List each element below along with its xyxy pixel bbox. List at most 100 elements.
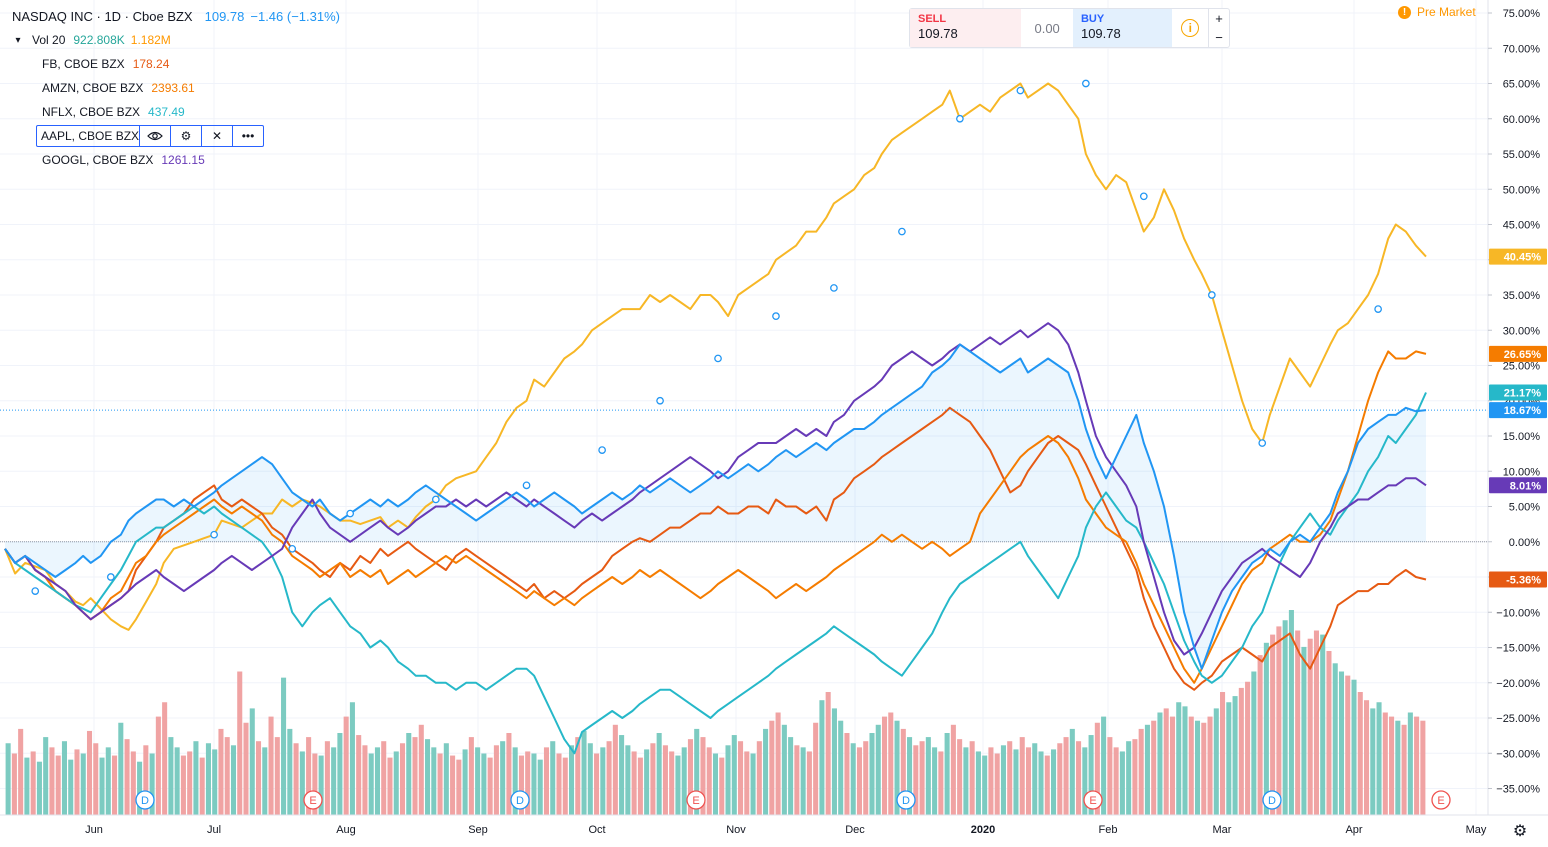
- volume-bar: [500, 741, 506, 815]
- dividend-marker[interactable]: [896, 790, 916, 810]
- volume-bar: [1119, 751, 1125, 815]
- dividend-dot: [956, 114, 964, 123]
- marker-label[interactable]: E: [309, 795, 316, 807]
- volume-bar: [437, 753, 443, 815]
- compare-row-amzn[interactable]: AMZN, CBOE BZX 2393.61: [12, 76, 340, 100]
- volume-bar: [1270, 634, 1276, 815]
- x-tick-label: Mar: [1213, 824, 1232, 836]
- nasdaq-area: [5, 344, 1426, 669]
- symbol-title[interactable]: NASDAQ INC · 1D · Cboe BZX: [12, 8, 193, 24]
- eye-icon[interactable]: [139, 126, 170, 146]
- volume-bar: [938, 751, 944, 815]
- volume-bar: [331, 747, 337, 815]
- gear-icon[interactable]: ⚙: [170, 126, 201, 146]
- volume-bar: [675, 755, 681, 815]
- marker-label[interactable]: E: [1437, 795, 1444, 807]
- gear-icon[interactable]: ⚙: [1512, 823, 1528, 840]
- plus-button[interactable]: +: [1215, 11, 1223, 26]
- compare-row-googl[interactable]: GOOGL, CBOE BZX 1261.15: [12, 148, 340, 172]
- dividend-marker[interactable]: [1262, 790, 1282, 810]
- volume-bar: [1395, 720, 1401, 815]
- compare-row-aapl[interactable]: AAPL, CBOE BZX ⚙ ✕ •••: [12, 124, 340, 148]
- legend: NASDAQ INC · 1D · Cboe BZX 109.78 −1.46 …: [12, 4, 340, 172]
- volume-bar: [1069, 728, 1075, 815]
- y-tick-label: 45.00%: [1503, 220, 1541, 232]
- volume-bar: [813, 722, 819, 815]
- y-tick-label: 60.00%: [1503, 114, 1541, 126]
- volume-bar: [925, 737, 931, 815]
- volume-row[interactable]: ▾ Vol 20 922.808K 1.182M: [12, 28, 340, 52]
- last-value-box: [1489, 477, 1547, 494]
- compare-row-fb[interactable]: FB, CBOE BZX 178.24: [12, 52, 340, 76]
- volume-bar: [594, 753, 600, 815]
- main-symbol-row[interactable]: NASDAQ INC · 1D · Cboe BZX 109.78 −1.46 …: [12, 4, 340, 28]
- marker-label[interactable]: D: [141, 795, 149, 807]
- marker-label[interactable]: E: [692, 795, 699, 807]
- earnings-marker[interactable]: [686, 790, 706, 810]
- volume-bar: [155, 716, 161, 815]
- volume-bar: [763, 728, 769, 815]
- volume-bar: [1245, 681, 1251, 815]
- earnings-marker[interactable]: [303, 790, 323, 810]
- chevron-down-icon[interactable]: ▾: [15, 34, 21, 46]
- close-icon[interactable]: ✕: [201, 126, 232, 146]
- volume-bar: [656, 733, 662, 815]
- volume-bar: [243, 722, 249, 815]
- volume-bar: [61, 741, 67, 815]
- x-tick-label: Oct: [588, 824, 605, 836]
- more-icon[interactable]: •••: [232, 126, 263, 146]
- change-value: −1.46 (−1.31%): [250, 8, 340, 24]
- info-button[interactable]: i: [1172, 9, 1208, 47]
- earnings-marker[interactable]: [1431, 790, 1451, 810]
- premarket-indicator[interactable]: ! Pre Market: [1398, 5, 1476, 19]
- volume-bar: [738, 741, 744, 815]
- marker-label[interactable]: E: [1089, 795, 1096, 807]
- volume-bar: [988, 747, 994, 815]
- marker-label[interactable]: D: [902, 795, 910, 807]
- volume-bar: [1194, 720, 1201, 815]
- volume-bar: [443, 743, 449, 815]
- volume-bar: [913, 745, 919, 815]
- volume-bar: [249, 708, 255, 815]
- volume-bar: [1201, 722, 1207, 815]
- dividend-dot: [656, 396, 664, 405]
- volume-bar: [1320, 634, 1326, 815]
- volume-bar: [907, 737, 913, 815]
- volume-bar: [1082, 747, 1088, 815]
- volume-bar: [1163, 708, 1169, 815]
- dividend-marker[interactable]: [510, 790, 530, 810]
- volume-bar: [1263, 642, 1269, 815]
- quantity-stepper[interactable]: + −: [1208, 9, 1229, 47]
- series-line-amzn: [4, 350, 1427, 684]
- volume-bar: [1182, 706, 1188, 815]
- volume-bar: [1220, 692, 1226, 815]
- marker-label[interactable]: D: [516, 795, 524, 807]
- volume-bar: [137, 761, 143, 815]
- volume-bar: [625, 745, 631, 815]
- x-axis[interactable]: Jun Jul Aug Sep Oct Nov Dec 2020 Feb Mar Apr May: [0, 814, 1548, 836]
- sell-button[interactable]: SELL 109.78: [910, 9, 1022, 47]
- volume-bar: [387, 757, 393, 815]
- compare-value: 1261.15: [161, 153, 205, 167]
- volume-bar: [1232, 696, 1238, 815]
- marker-label[interactable]: D: [1268, 795, 1276, 807]
- volume-bars: [5, 610, 1426, 815]
- volume-bar: [1126, 741, 1132, 815]
- volume-bar: [731, 735, 737, 815]
- minus-button[interactable]: −: [1215, 30, 1223, 45]
- earnings-marker[interactable]: [1083, 790, 1103, 810]
- dividend-dot: [1207, 291, 1216, 299]
- volume-bar: [788, 737, 794, 815]
- active-legend-item[interactable]: AAPL, CBOE BZX ⚙ ✕ •••: [36, 125, 265, 147]
- compare-row-nflx[interactable]: NFLX, CBOE BZX 437.49: [12, 100, 340, 124]
- dividend-marker[interactable]: [135, 790, 155, 810]
- y-tick-label: −10.00%: [1496, 607, 1540, 619]
- volume-bar: [712, 753, 719, 815]
- volume-bar: [687, 739, 693, 815]
- volume-bar: [1357, 692, 1363, 815]
- volume-bar: [825, 692, 831, 815]
- buy-button[interactable]: BUY 109.78: [1072, 9, 1173, 47]
- volume-bar: [1213, 708, 1219, 815]
